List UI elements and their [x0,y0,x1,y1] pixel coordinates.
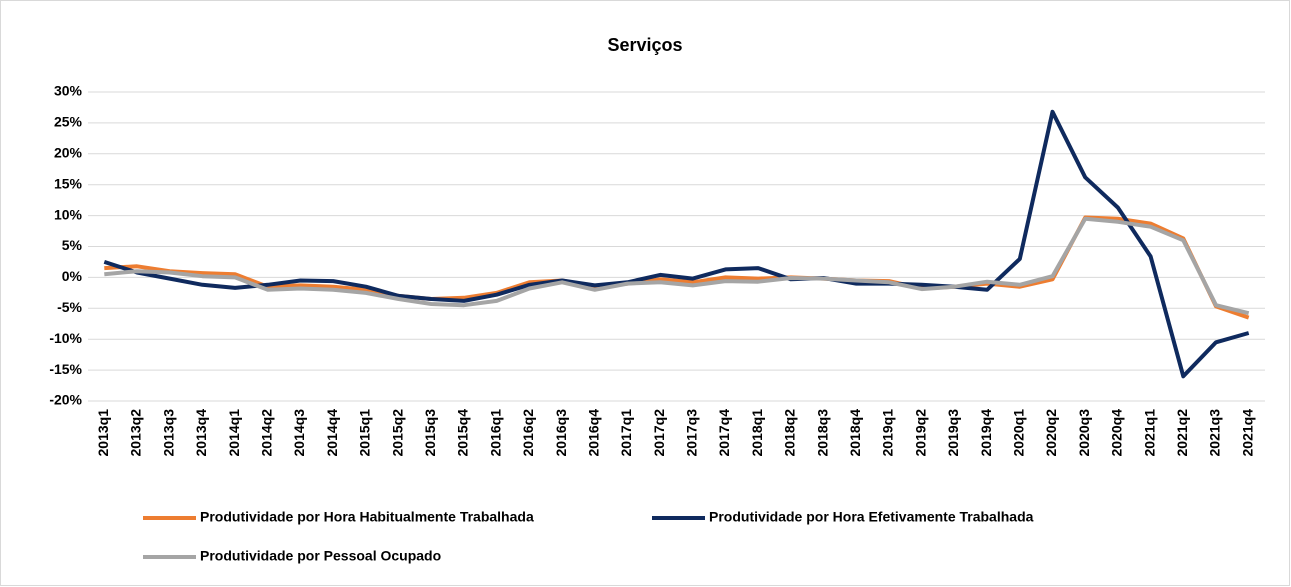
x-tick-label: 2017q4 [716,409,732,457]
x-tick-label: 2016q4 [585,409,601,457]
x-tick-label: 2021q4 [1239,409,1255,457]
y-tick-label: 10% [54,206,83,222]
x-tick-label: 2015q1 [357,409,373,457]
x-tick-label: 2015q4 [455,409,471,457]
x-tick-label: 2016q1 [487,409,503,457]
x-tick-label: 2013q4 [193,409,209,457]
y-tick-label: 15% [54,175,83,191]
y-tick-label: 5% [62,237,83,253]
series-line [103,109,1250,379]
x-tick-label: 2014q2 [259,409,275,457]
x-tick-label: 2016q3 [553,409,569,457]
y-tick-label: -20% [49,392,82,408]
x-tick-label: 2019q1 [880,409,896,457]
x-tick-label: 2014q4 [324,409,340,457]
x-tick-label: 2018q2 [782,409,798,457]
series-line [104,216,1250,316]
legend-label: Produtividade por Hora Efetivamente Trab… [709,509,1034,525]
x-tick-label: 2021q2 [1174,409,1190,457]
y-tick-label: -10% [49,330,82,346]
y-tick-label: 0% [62,268,83,284]
x-tick-label: 2021q3 [1207,409,1223,457]
x-tick-label: 2018q4 [847,409,863,457]
x-tick-label: 2013q2 [128,409,144,457]
x-tick-label: 2018q3 [814,409,830,457]
x-tick-label: 2016q2 [520,409,536,457]
x-tick-label: 2013q1 [95,409,111,457]
x-tick-label: 2020q2 [1043,409,1059,457]
x-tick-label: 2017q3 [684,409,700,457]
x-tick-label: 2019q4 [978,409,994,457]
x-tick-label: 2019q3 [945,409,961,457]
x-tick-label: 2021q1 [1141,409,1157,457]
y-tick-label: -5% [57,299,82,315]
y-tick-label: 25% [54,114,83,130]
y-tick-label: -15% [49,361,82,377]
x-tick-label: 2019q2 [912,409,928,457]
x-tick-label: 2014q3 [291,409,307,457]
legend-label: Produtividade por Hora Habitualmente Tra… [200,509,534,525]
y-tick-label: 20% [54,145,83,161]
x-tick-label: 2020q1 [1010,409,1026,457]
legend-label: Produtividade por Pessoal Ocupado [200,548,441,564]
y-tick-label: 30% [54,83,83,99]
x-tick-label: 2014q1 [226,409,242,457]
x-tick-label: 2015q3 [422,409,438,457]
x-tick-label: 2020q4 [1109,409,1125,457]
x-tick-label: 2018q1 [749,409,765,457]
x-tick-label: 2015q2 [389,409,405,457]
x-tick-label: 2017q1 [618,409,634,457]
chart-title: Serviços [607,35,682,55]
x-tick-label: 2013q3 [160,409,176,457]
x-tick-label: 2020q3 [1076,409,1092,457]
x-tick-label: 2017q2 [651,409,667,457]
